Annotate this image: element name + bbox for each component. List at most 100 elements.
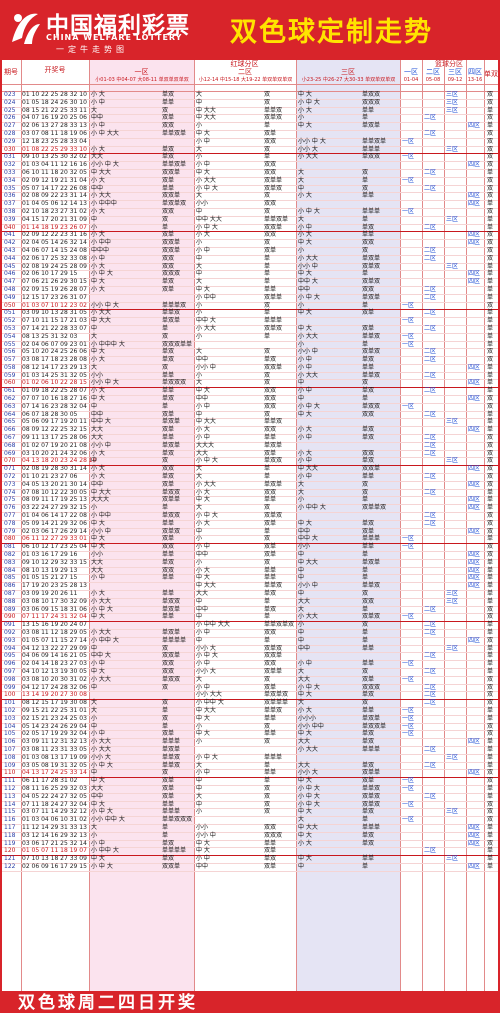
- zone3-size: 大大: [298, 738, 311, 746]
- zone1-parity: 双单: [162, 730, 175, 738]
- issue-number: 064: [4, 410, 16, 418]
- table-row: 085 01 05 15 21 27 15 小 中单单中 大单单中单四区单: [2, 574, 498, 584]
- zone2-size: 中: [196, 784, 203, 792]
- table-row: 119 03 06 17 21 25 32 14 小 中 单双 中 大 单单 小 大 单双 四区…: [2, 839, 498, 849]
- zone2-parity: 单: [264, 122, 271, 130]
- zone1-size: 中 大: [91, 777, 105, 785]
- zone2-size: 中中: [196, 395, 209, 403]
- zone1-parity: 双双双: [162, 270, 181, 278]
- winning-numbers: 05 14 23 24 26 29 04: [22, 722, 87, 730]
- table-row: 031 09 10 13 25 30 32 02 大大 单双 小 单 小 大大 单双双 一区 双: [2, 153, 498, 163]
- winning-numbers: 06 10 11 18 20 32 05: [22, 168, 87, 176]
- zone1-parity: 双单: [162, 114, 175, 122]
- zone3-size: 小 中 大: [298, 207, 320, 215]
- zone2-header: 二区: [238, 68, 252, 76]
- red-ball-group-header: 红球分区: [230, 60, 259, 68]
- winning-numbers: 04 12 17 24 28 32 06: [22, 683, 87, 691]
- zone1-parity: 单单: [162, 551, 175, 559]
- zone3-parity: 双: [362, 667, 369, 675]
- zone3-size: 小 中: [298, 356, 312, 364]
- zone2-parity: 单单单: [264, 753, 283, 761]
- blue-parity: 单: [487, 745, 494, 753]
- blue-zone-marker: 二区: [424, 605, 437, 613]
- zone1-size: 中 大: [91, 667, 105, 675]
- zone3-size: 小 大: [298, 426, 312, 434]
- zone1-size: 大大: [91, 566, 104, 574]
- zone2-size: 大大: [196, 590, 209, 597]
- zone2-parity: 单: [264, 465, 271, 473]
- table-row: 030 01 08 22 25 29 33 10 小 大 单双 大 双 小小 大 单单单 三区 双: [2, 145, 498, 155]
- winning-numbers: 13 14 19 20 27 30 08: [22, 691, 87, 699]
- zone2-size: 中 大大: [196, 114, 216, 122]
- winning-numbers: 02 04 06 07 09 23 01: [22, 340, 87, 348]
- table-row: 093 01 05 07 11 15 27 14 小 中中 大 单单单单 中 单 中 单 四区双: [2, 636, 498, 646]
- zone2-parity: 单双: [264, 605, 277, 613]
- table-row: 061 01 09 18 22 25 28 07 小 大 单单 中 大 双双 小 中 单双 二区…: [2, 387, 498, 397]
- zone3-parity: 双: [362, 168, 369, 176]
- blue-parity: 单: [487, 644, 494, 652]
- zone2-size: 中: [196, 636, 203, 644]
- zone2-parity: 单单: [264, 730, 277, 738]
- zone1-parity: 单: [162, 402, 169, 410]
- blue-zone-marker: 一区: [402, 402, 415, 410]
- blue-parity: 双: [487, 161, 494, 169]
- zone1-parity: 单单单: [162, 738, 181, 746]
- zone1-header: 一区: [134, 68, 149, 76]
- zone3-parity: 双: [362, 590, 369, 597]
- blue-parity: 单: [487, 660, 494, 668]
- zone3-parity: 单双单: [362, 254, 381, 262]
- zone2-size: 小 大大: [196, 480, 216, 488]
- blue-zone2-range: 05-08: [425, 77, 441, 83]
- zone3-size: 小 大: [298, 106, 312, 114]
- zone1-parity: 单双: [162, 145, 175, 153]
- zone1-size: 中 大: [91, 348, 105, 356]
- zone1-size: 大大: [91, 434, 104, 442]
- table-row: 104 05 14 23 24 26 29 04 中 单 小 双 小小 中中 单双双单 一区 双: [2, 722, 498, 732]
- winning-numbers: 02 08 09 22 23 31 14: [22, 192, 87, 200]
- blue-zone-marker: 二区: [424, 628, 437, 636]
- zone2-size: 小 大大: [196, 324, 216, 332]
- zone3-size: 小小 中: [298, 348, 318, 356]
- issue-number: 121: [4, 855, 16, 863]
- zone1-size: 小 大大: [91, 745, 111, 753]
- zone1-parity: 单双: [162, 278, 175, 286]
- zone2-parity: 双单单: [264, 176, 283, 184]
- blue-zone-marker: 一区: [402, 722, 415, 730]
- zone3-parity: 双单: [362, 324, 375, 332]
- header-bar: 中国福利彩票 CHINA WELFARE LOTTERY 一定牛走势图 双色球定…: [0, 0, 500, 60]
- winning-numbers: 03 06 09 15 18 31 06: [22, 605, 87, 613]
- blue-zone-marker: 一区: [402, 800, 415, 808]
- zone3-parity: 双单双: [362, 348, 381, 356]
- zone2-parity: 双双: [264, 660, 277, 668]
- issue-number: 105: [4, 730, 16, 738]
- zone3-size: 小小: [298, 543, 311, 551]
- zone3-parity: 单双: [362, 457, 375, 465]
- blue-zone-marker: 一区: [402, 153, 415, 161]
- zone1-parity: 单单: [162, 590, 175, 597]
- zone3-parity: 单单: [362, 106, 375, 114]
- winning-numbers: 01 04 06 14 17 22 08: [22, 512, 87, 520]
- blue-zone-marker: 一区: [402, 714, 415, 722]
- issue-number: 085: [4, 574, 16, 582]
- blue-zone-marker: 一区: [402, 706, 415, 714]
- zone2-parity: 单单: [264, 769, 277, 777]
- winning-numbers: 01 03 04 06 10 31 02: [22, 816, 87, 824]
- zone2-parity: 双单双: [264, 114, 283, 122]
- zone2-parity: 单: [264, 777, 271, 785]
- winning-numbers: 09 10 12 29 32 33 15: [22, 558, 87, 566]
- zone3-parity: 双单: [362, 675, 375, 683]
- winning-numbers: 08 12 15 17 19 30 08: [22, 699, 87, 707]
- zone3-parity: 单双单: [362, 558, 381, 566]
- winning-numbers: 01 09 18 22 25 28 07: [22, 387, 87, 395]
- blue-parity: 单: [487, 496, 494, 504]
- zone3-size: 小小小: [298, 714, 317, 722]
- zone2-size: 中: [196, 207, 203, 215]
- zone2-size: 小 中: [196, 660, 210, 668]
- zone1-parity: 单双: [162, 348, 175, 356]
- issue-number: 116: [4, 816, 16, 824]
- zone3-parity: 单: [362, 566, 369, 574]
- zone2-parity: 单: [264, 761, 271, 769]
- zone2-size: 小小: [196, 200, 209, 208]
- zone1-size: 小 中: [91, 839, 105, 847]
- zone3-size: 中 大大: [298, 465, 318, 473]
